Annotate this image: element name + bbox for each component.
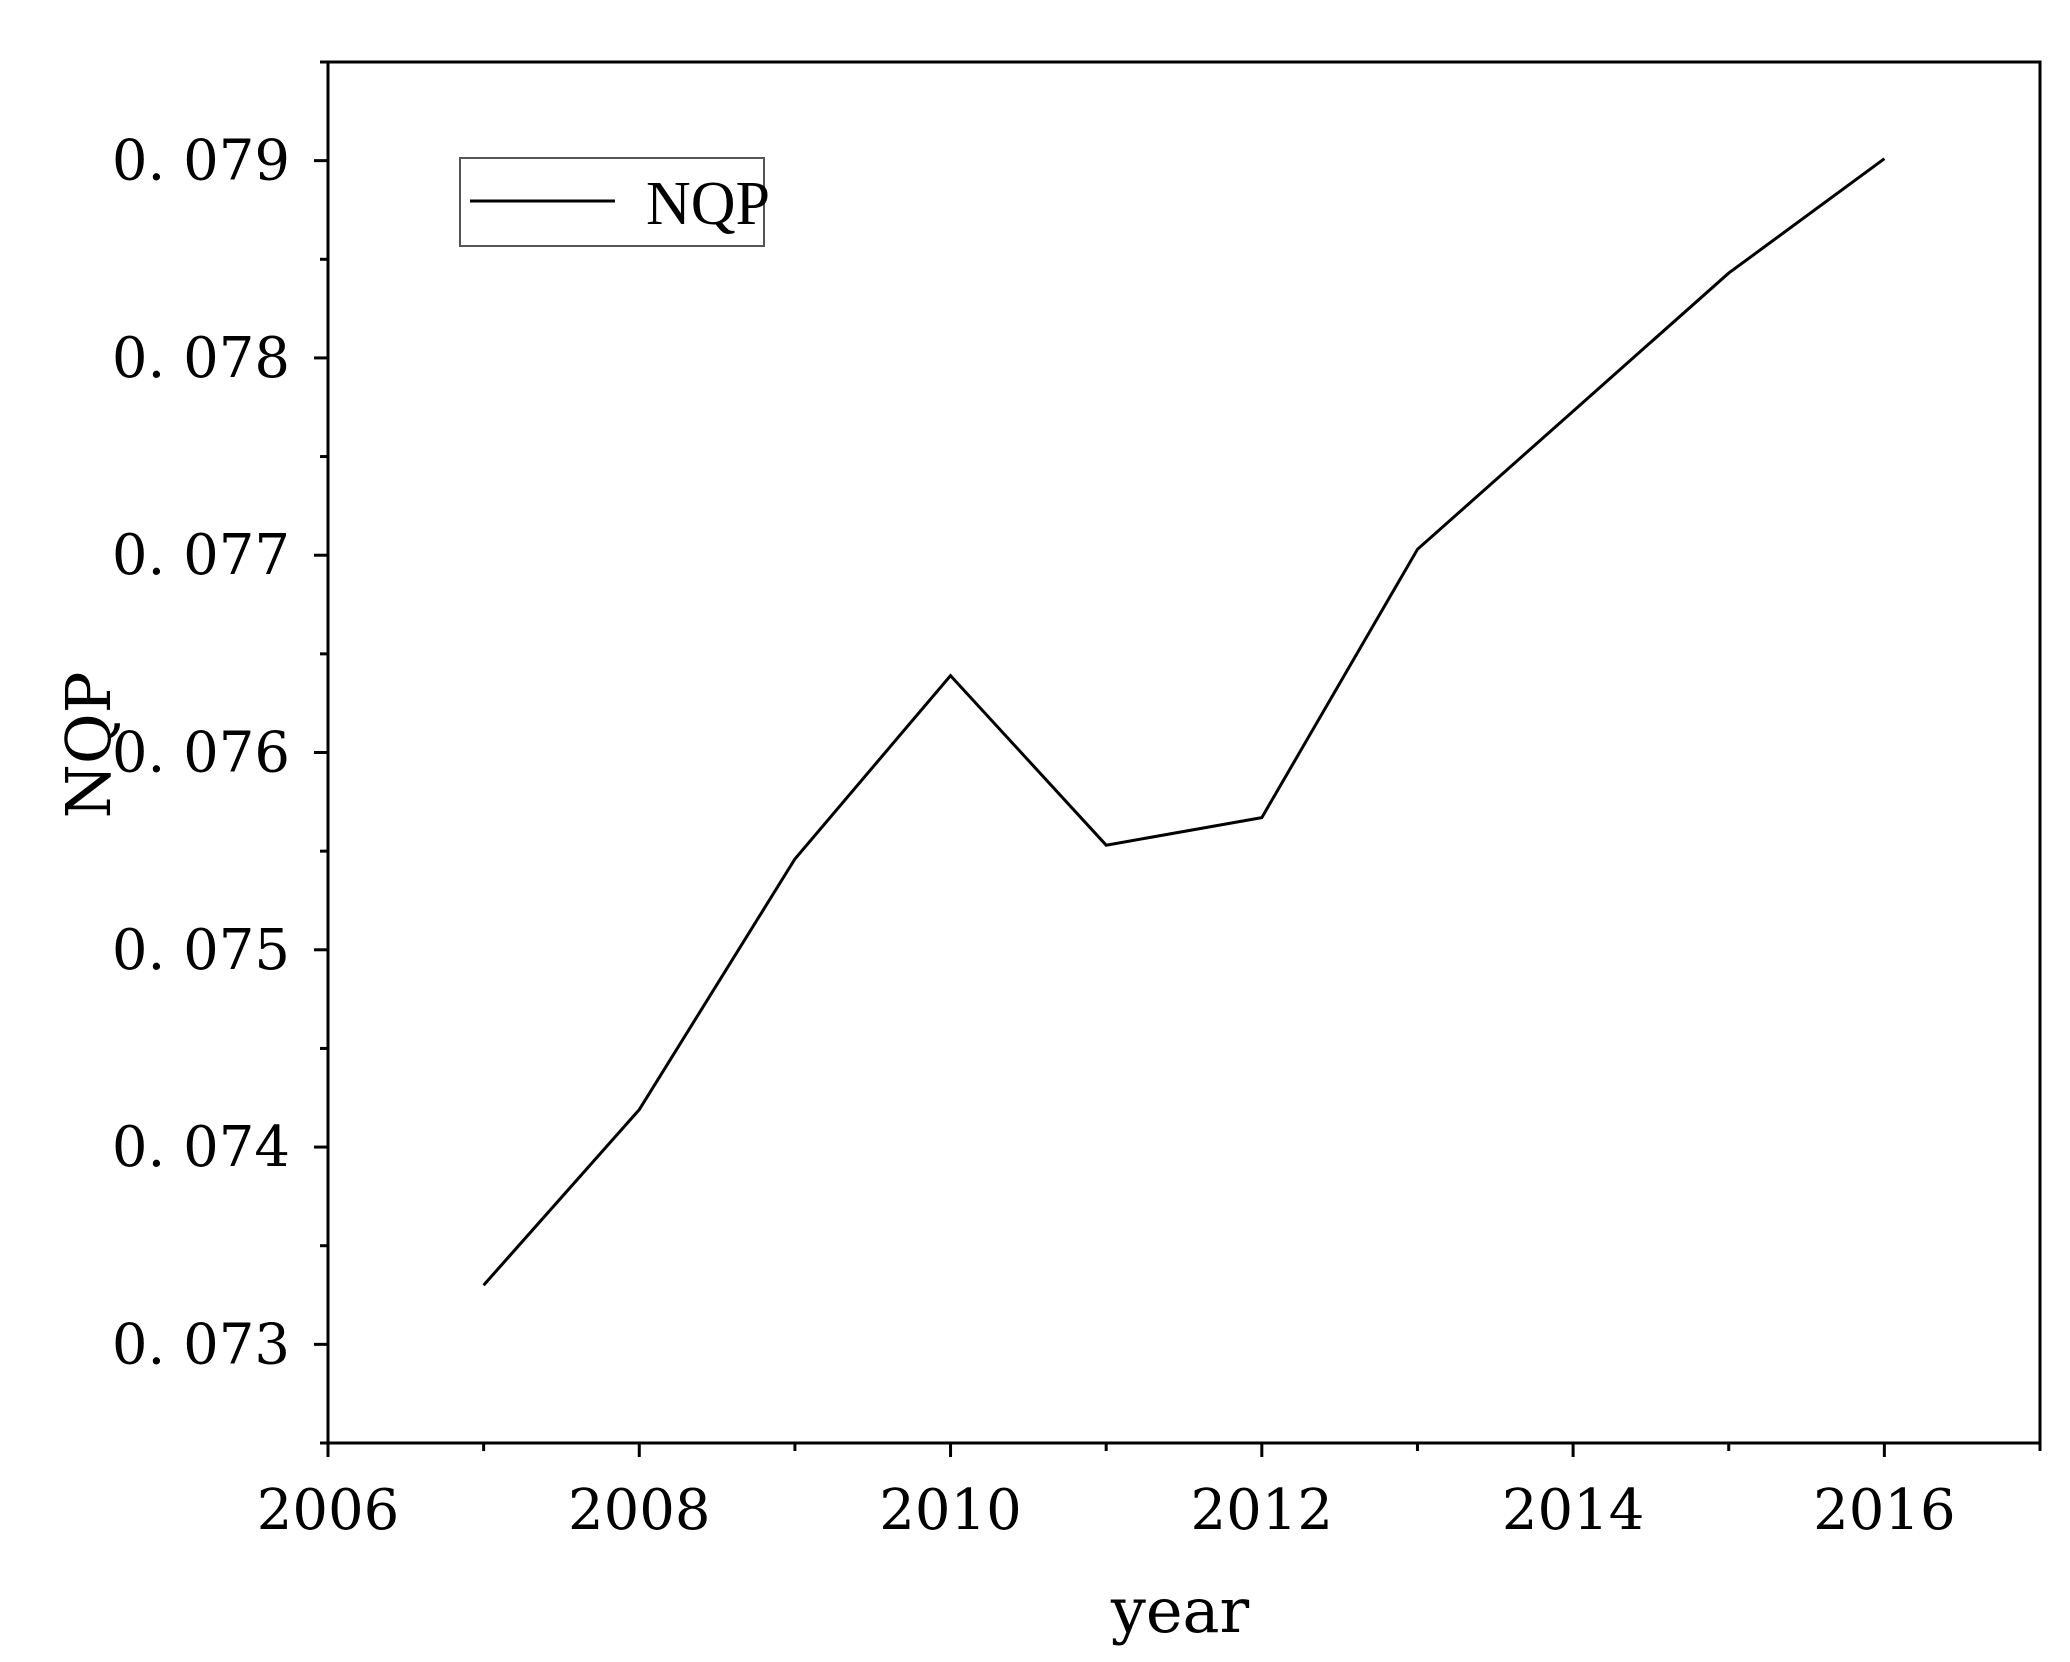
x-tick-label: 2010 <box>879 1478 1022 1543</box>
y-tick-label: 0. 078 <box>112 326 290 391</box>
axes <box>326 60 2042 1445</box>
y-tick-label: 0. 074 <box>112 1115 290 1180</box>
y-tick-label: 0. 075 <box>112 918 290 983</box>
y-tick-label: 0. 076 <box>112 721 290 786</box>
tick-labels: 2006 2008 2010 2012 2014 2016 0. 073 0. 074 0. 0… <box>112 129 1956 1543</box>
legend-label-nqp: NQP <box>646 170 770 238</box>
x-axis-title: year <box>1110 1574 1250 1647</box>
y-tick-label: 0. 073 <box>112 1312 290 1377</box>
x-tick-label: 2016 <box>1813 1478 1956 1543</box>
x-tick-label: 2012 <box>1191 1478 1334 1543</box>
series-line-nqp <box>482 157 1886 1287</box>
x-tick-label: 2014 <box>1502 1478 1645 1543</box>
x-tick-label: 2008 <box>568 1478 711 1543</box>
y-tick-label: 0. 077 <box>112 523 290 588</box>
legend: NQP <box>459 157 770 247</box>
series-layer <box>482 157 1886 1287</box>
y-tick-label: 0. 079 <box>112 129 290 194</box>
plot-frame <box>326 60 2042 1445</box>
y-axis-title: NQP <box>52 672 125 819</box>
x-tick-label: 2006 <box>257 1478 400 1543</box>
ticks <box>314 60 2042 1457</box>
